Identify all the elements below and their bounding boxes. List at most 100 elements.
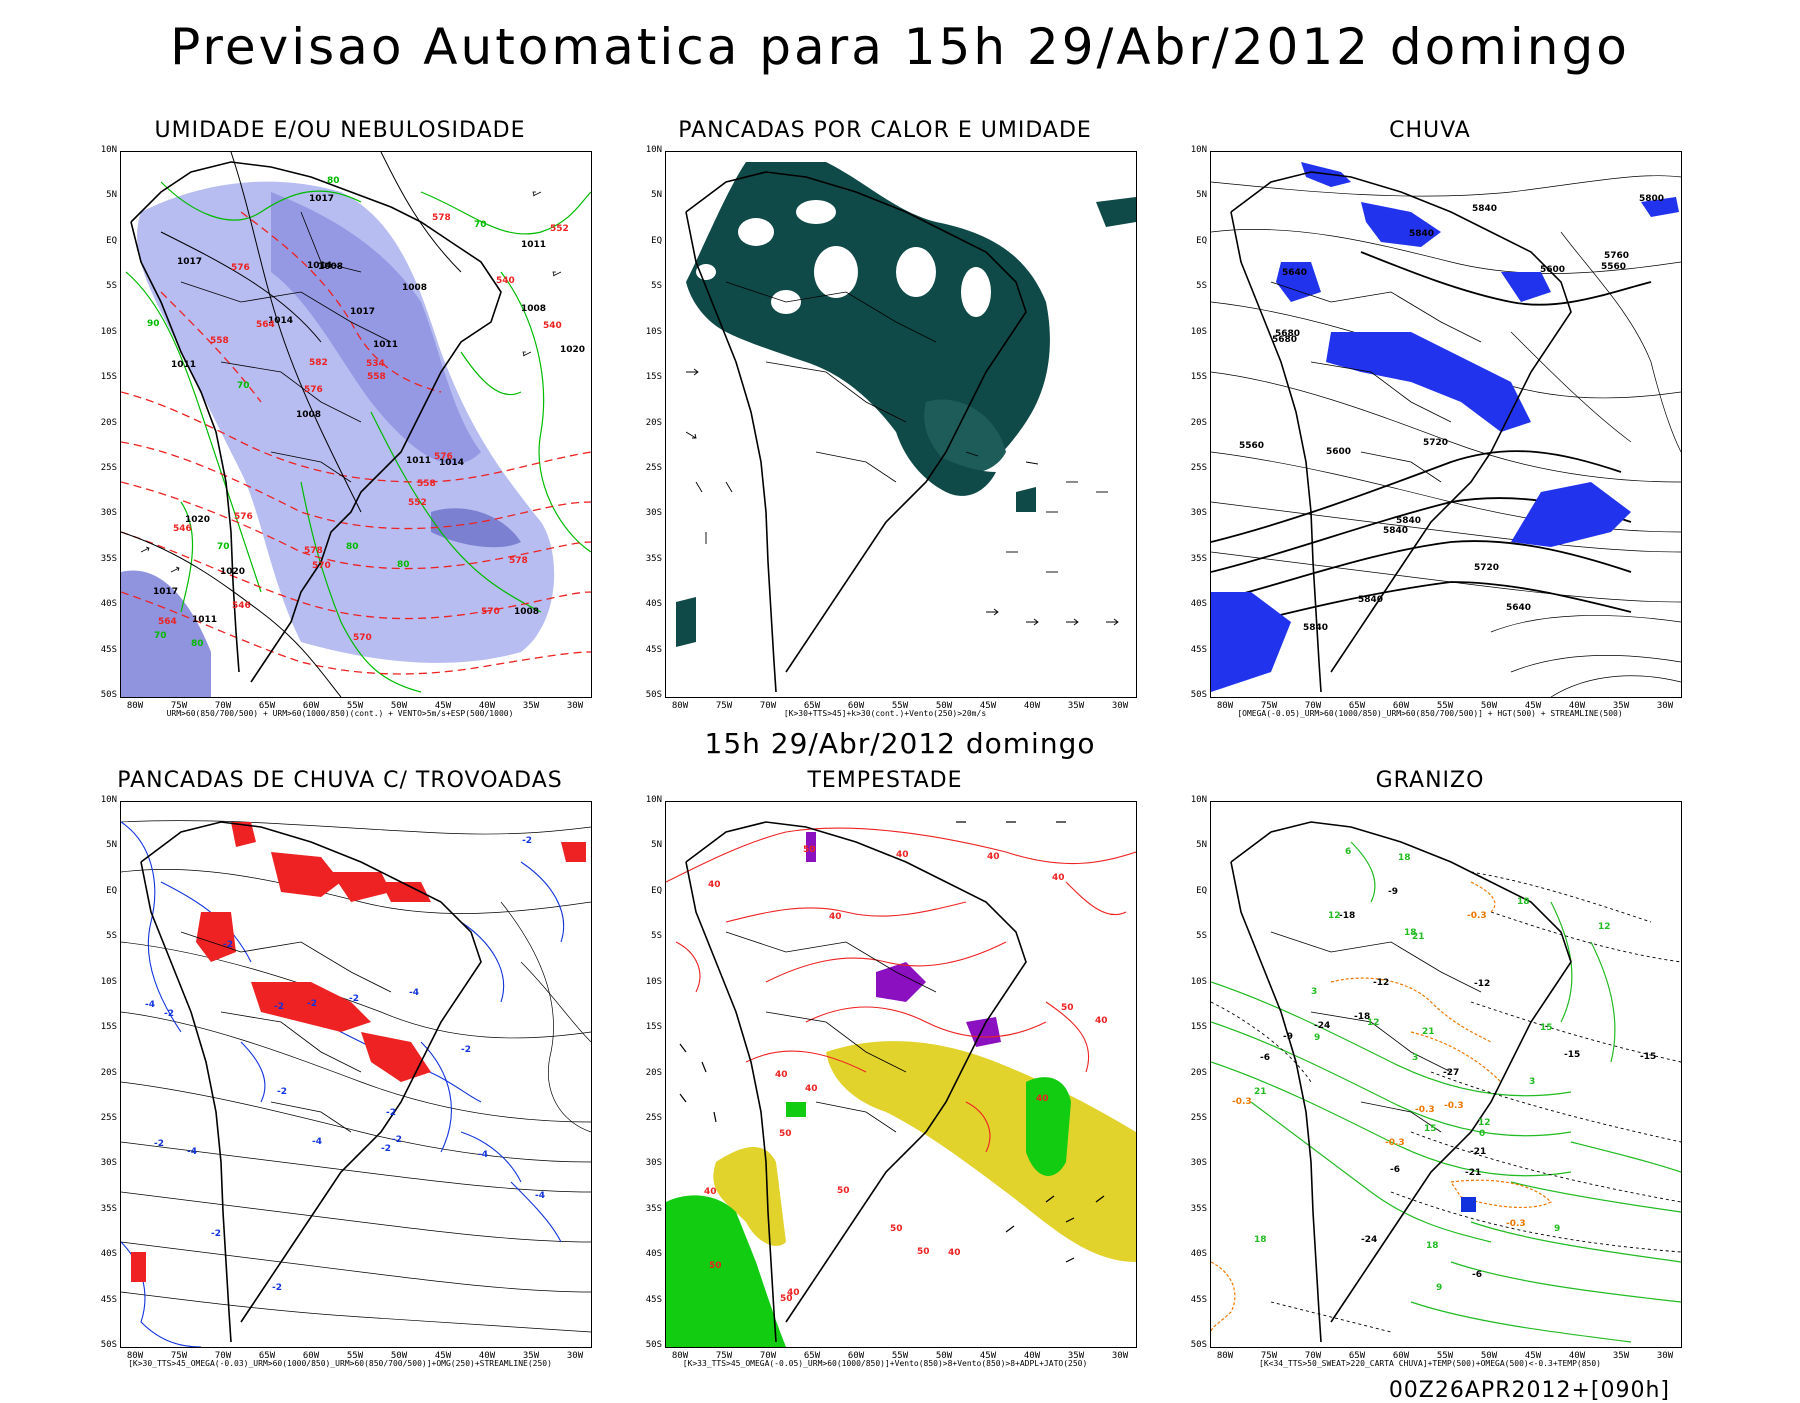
contour-label: 21 [1412, 932, 1425, 942]
contour-label: 552 [550, 224, 569, 234]
contour-label: 80 [346, 542, 359, 552]
lat-tick-label: 15S [100, 1022, 117, 1033]
contour-label: -18 [1339, 911, 1355, 921]
contour-label: -6 [1390, 1165, 1400, 1175]
panel-caption: [K<34_TTS>50_SWEAT>220_CARTA CHUVA]+TEMP… [1259, 1359, 1601, 1368]
contour-label: 5840 [1396, 516, 1421, 526]
lat-tick-label: 35S [1190, 1203, 1207, 1214]
lat-tick-label: 10S [100, 326, 117, 337]
lon-tick-label: 70W [759, 701, 777, 711]
lon-tick-label: 65W [258, 1351, 276, 1361]
contour-label: 3 [1529, 1077, 1535, 1087]
lon-tick-label: 40W [1568, 701, 1586, 711]
lon-tick-label: 35W [522, 701, 540, 711]
contour-label: -2 [349, 994, 359, 1004]
lat-tick-label: 25S [100, 462, 117, 473]
lat-tick-label: 15S [1190, 1022, 1207, 1033]
contour-label: -27 [1443, 1068, 1459, 1078]
contour-label: 1014 [268, 316, 293, 326]
lon-tick-label: 30W [566, 701, 584, 711]
lon-tick-label: 60W [302, 1351, 320, 1361]
contour-label: -2 [392, 1135, 402, 1145]
contour-label: -6 [1260, 1053, 1270, 1063]
lat-tick-label: 15S [1190, 372, 1207, 383]
lon-tick-label: 80W [1216, 701, 1234, 711]
contour-label: -2 [522, 836, 532, 846]
contour-label: -4 [409, 988, 419, 998]
panel-title: PANCADAS POR CALOR E UMIDADE [678, 118, 1092, 143]
panel-umidade: UMIDADE E/OU NEBULOSIDADE [80, 118, 600, 728]
map-chuva: 5840584058405840584058405800576057205680… [1211, 162, 1681, 697]
contour-label: 70 [237, 381, 250, 391]
lat-tick-label: 10N [1190, 795, 1207, 805]
contour-label: 578 [509, 556, 528, 566]
lat-tick-label: 45S [1190, 1294, 1207, 1305]
lat-tick-label: EQ [106, 235, 117, 246]
lon-tick-label: 80W [126, 701, 144, 711]
lat-tick-label: 40S [100, 1249, 117, 1260]
contour-label: 50 [803, 845, 816, 855]
contour-label: -2 [277, 1087, 287, 1097]
contour-label: 576 [231, 263, 250, 273]
contour-label: -2 [272, 1283, 282, 1293]
lon-tick-label: 50W [935, 701, 953, 711]
lat-tick-label: 30S [645, 508, 662, 519]
lat-tick-label: 10S [645, 976, 662, 987]
contour-label: 40 [787, 1288, 800, 1298]
lat-tick-label: 20S [100, 417, 117, 428]
contour-label: 12 [1367, 1018, 1380, 1028]
lon-tick-label: 65W [258, 701, 276, 711]
lon-tick-label: 30W [1111, 701, 1129, 711]
lon-tick-label: 50W [1480, 701, 1498, 711]
contour-label: 18 [1398, 853, 1411, 863]
contour-label: 570 [481, 607, 500, 617]
contour-label: 0 [1479, 1129, 1485, 1139]
lon-tick-label: 35W [1612, 701, 1630, 711]
lat-tick-label: 50S [645, 690, 662, 700]
lon-tick-label: 65W [1348, 1351, 1366, 1361]
contour-label: 1011 [406, 456, 431, 466]
lon-tick-label: 80W [126, 1351, 144, 1361]
lon-tick-label: 55W [891, 701, 909, 711]
panel-pancadas-trovoadas: PANCADAS DE CHUVA C/ TROVOADAS [80, 768, 600, 1378]
lon-tick-label: 50W [390, 1351, 408, 1361]
contour-label: 40 [948, 1248, 961, 1258]
contour-label: 540 [543, 321, 562, 331]
lat-tick-label: 30S [100, 508, 117, 519]
lon-tick-label: 30W [566, 1351, 584, 1361]
contour-label: 40 [775, 1070, 788, 1080]
contour-label: 18 [1254, 1235, 1267, 1245]
lon-tick-label: 35W [522, 1351, 540, 1361]
lon-tick-label: 30W [1111, 1351, 1129, 1361]
lat-tick-label: 15S [645, 1022, 662, 1033]
contour-label: 578 [304, 546, 323, 556]
lon-tick-label: 35W [1067, 1351, 1085, 1361]
map-pancadas-trovoadas: -2-2-2-2-2-2-2-2-2-2-2-4-4-4-4-4-4-2-2-2 [121, 820, 591, 1347]
lat-tick-label: 40S [1190, 599, 1207, 610]
lon-tick-label: 70W [214, 1351, 232, 1361]
contour-label: -15 [1640, 1052, 1656, 1062]
contour-label: -4 [312, 1137, 322, 1147]
contour-label: -4 [535, 1191, 545, 1201]
contour-label: 1008 [402, 283, 427, 293]
contour-label: 15 [1424, 1124, 1437, 1134]
lon-tick-label: 70W [1304, 1351, 1322, 1361]
map-umidade: 1008 1011 1011 1008 1008 1011 1014 1017 1020 1014… [121, 152, 591, 697]
lon-tick-label: 80W [671, 1351, 689, 1361]
panel-title: TEMPESTADE [807, 768, 963, 793]
contour-label: 570 [353, 633, 372, 643]
contour-label: 1008 [296, 410, 321, 420]
contour-label: 1011 [521, 240, 546, 250]
lon-tick-label: 55W [1436, 1351, 1454, 1361]
panel-title: UMIDADE E/OU NEBULOSIDADE [154, 118, 526, 143]
lon-tick-label: 45W [1524, 1351, 1542, 1361]
contour-label: -4 [478, 1150, 488, 1160]
lat-tick-label: 10S [100, 976, 117, 987]
contour-label: 3 [1412, 1053, 1418, 1063]
contour-label: 576 [234, 512, 253, 522]
contour-label: -2 [154, 1139, 164, 1149]
contour-label: 5600 [1540, 265, 1565, 275]
contour-label: -0.3 [1444, 1101, 1464, 1111]
contour-label: 70 [217, 542, 230, 552]
contour-label: 3 [1311, 987, 1317, 997]
